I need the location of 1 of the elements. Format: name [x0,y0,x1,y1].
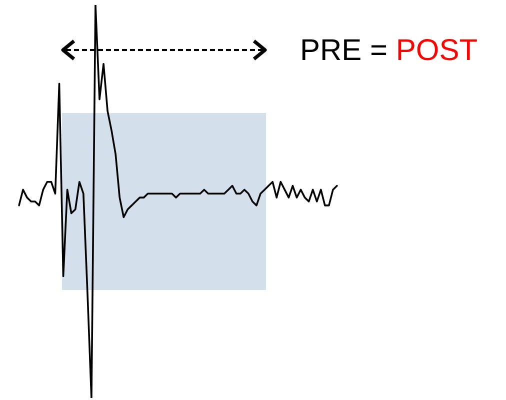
annotation: PRE = POST [300,34,478,67]
